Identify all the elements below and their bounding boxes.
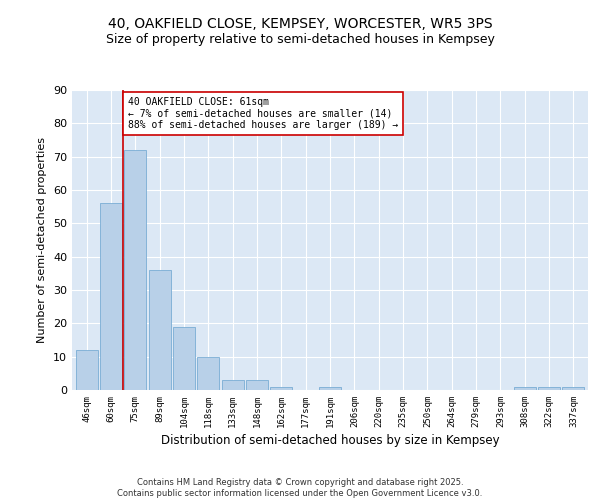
Bar: [100, 204, 122, 390]
Y-axis label: Number of semi-detached properties: Number of semi-detached properties: [37, 137, 47, 343]
Bar: [173, 326, 195, 390]
Bar: [124, 150, 146, 390]
Bar: [514, 386, 536, 390]
X-axis label: Distribution of semi-detached houses by size in Kempsey: Distribution of semi-detached houses by …: [161, 434, 499, 447]
Bar: [76, 350, 98, 390]
Text: Contains HM Land Registry data © Crown copyright and database right 2025.
Contai: Contains HM Land Registry data © Crown c…: [118, 478, 482, 498]
Bar: [271, 386, 292, 390]
Bar: [538, 386, 560, 390]
Bar: [246, 380, 268, 390]
Bar: [562, 386, 584, 390]
Text: Size of property relative to semi-detached houses in Kempsey: Size of property relative to semi-detach…: [106, 32, 494, 46]
Text: 40, OAKFIELD CLOSE, KEMPSEY, WORCESTER, WR5 3PS: 40, OAKFIELD CLOSE, KEMPSEY, WORCESTER, …: [107, 18, 493, 32]
Bar: [149, 270, 170, 390]
Text: 40 OAKFIELD CLOSE: 61sqm
← 7% of semi-detached houses are smaller (14)
88% of se: 40 OAKFIELD CLOSE: 61sqm ← 7% of semi-de…: [128, 96, 398, 130]
Bar: [197, 356, 219, 390]
Bar: [319, 386, 341, 390]
Bar: [221, 380, 244, 390]
